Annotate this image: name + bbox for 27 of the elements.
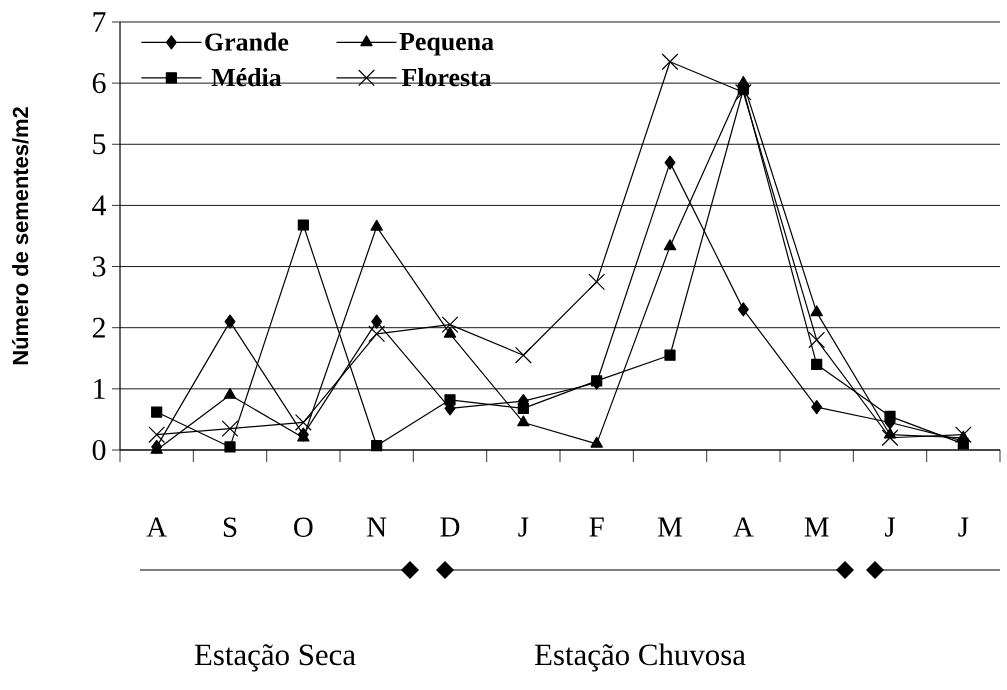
x-tick-label: N	[367, 517, 387, 537]
x-tick-label: M	[804, 517, 829, 537]
legend-label: Floresta	[401, 68, 492, 87]
y-tick-label: 5	[93, 134, 106, 155]
legend-label: Média	[211, 68, 282, 87]
legend-label: Grande	[205, 32, 289, 51]
y-tick-label: 0	[92, 439, 106, 461]
y-tick-label: 7	[93, 12, 106, 32]
y-axis-title: Número de sementes/m2	[11, 107, 29, 365]
x-tick-label: J	[885, 517, 896, 537]
y-tick-label: 1	[94, 378, 105, 399]
legend-label: Pequena	[399, 33, 494, 56]
y-tick-label: 4	[92, 195, 107, 216]
x-tick-label: F	[589, 517, 604, 537]
x-tick-label: D	[440, 517, 460, 537]
x-tick-label: A	[146, 517, 167, 537]
x-tick-label: O	[294, 517, 313, 537]
y-tick-label: 3	[92, 256, 106, 277]
text: Estação Chuvosa	[534, 643, 746, 672]
y-tick-label: 2	[92, 317, 105, 338]
x-tick-label: J	[958, 517, 969, 537]
x-tick-label: A	[733, 517, 754, 537]
text: Estação Seca	[194, 644, 356, 672]
x-tick-label: S	[223, 517, 237, 537]
x-tick-label: M	[657, 517, 683, 537]
x-tick-label: J	[518, 517, 529, 537]
y-tick-label: 6	[92, 73, 106, 94]
